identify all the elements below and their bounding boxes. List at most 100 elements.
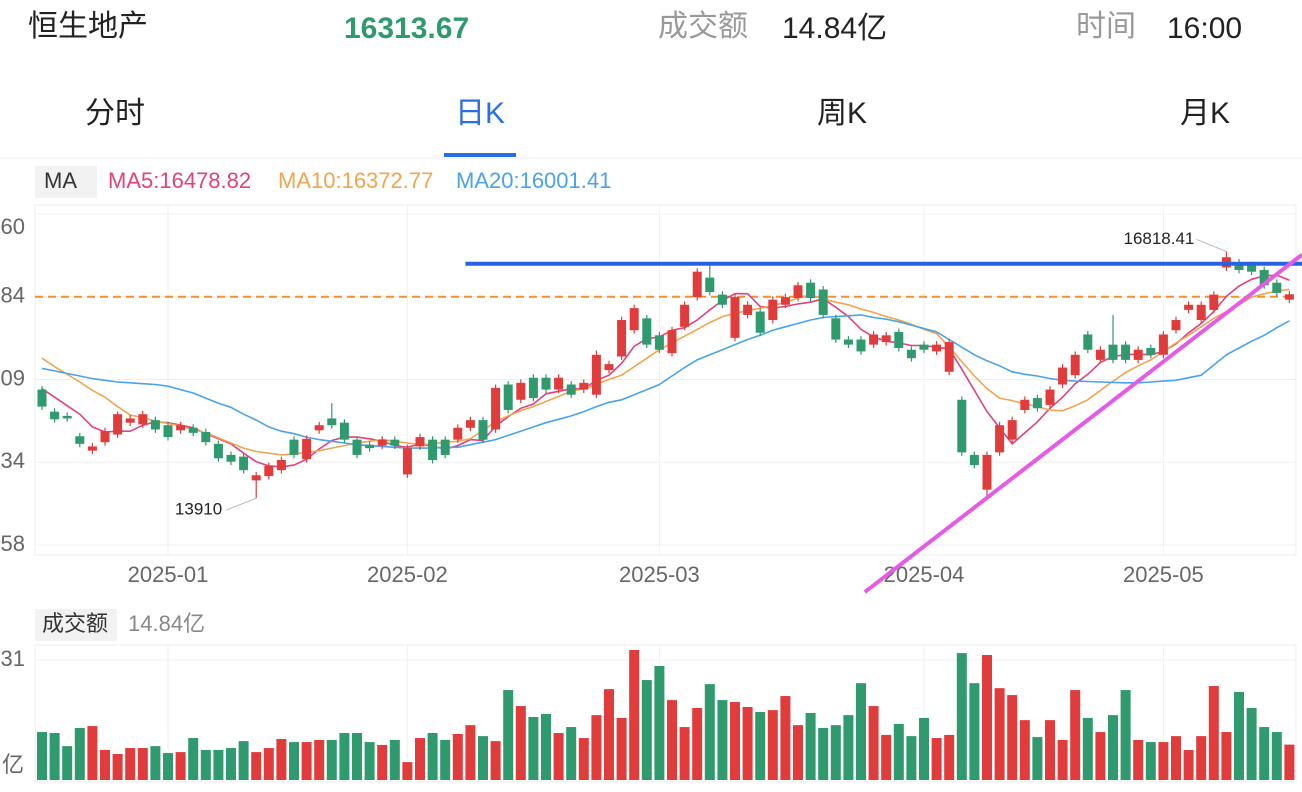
volume-bar [893, 723, 904, 780]
max-label: 16818.41 [1123, 229, 1194, 248]
candle-body [201, 432, 211, 443]
candle-body [957, 399, 967, 453]
candle-body [1083, 334, 1093, 350]
volume-subtitle: 14.84亿 [128, 611, 205, 636]
candle-body [125, 418, 135, 423]
candle-body [730, 297, 740, 338]
volume-bar [944, 734, 955, 780]
candle-body [617, 320, 627, 357]
volume-bar [553, 733, 564, 780]
legend-title: MA [44, 168, 77, 193]
candle-body [894, 331, 904, 349]
volume-bar [767, 710, 778, 780]
volume-bar [730, 702, 740, 780]
candle-body [213, 443, 223, 459]
candle-body [554, 377, 564, 390]
tab[interactable]: 分时 [85, 97, 145, 130]
volume-bar [1133, 739, 1144, 780]
volume-bar [1057, 739, 1068, 780]
volume-frame [34, 644, 1297, 783]
volume-bar [314, 739, 325, 780]
y-tick-label: 13358 [0, 531, 25, 556]
candle-body [1247, 264, 1257, 272]
candle-body [239, 456, 249, 471]
y-tick-label: 16284 [0, 283, 25, 308]
candle-body [680, 304, 690, 327]
volume-bar [692, 707, 703, 780]
tab-underline [444, 153, 516, 157]
candle-body [906, 349, 916, 359]
tab[interactable]: 周K [817, 97, 867, 130]
volume-bar [667, 700, 677, 780]
candle-body [365, 444, 375, 449]
volume-bar [1183, 749, 1194, 780]
x-tick-label: 2025-05 [1123, 562, 1204, 587]
volume-bar [326, 739, 337, 780]
volume-bar [528, 717, 539, 780]
volume-bar [74, 728, 85, 780]
candle-body [1209, 294, 1219, 310]
volume-bar [868, 706, 879, 780]
volume-bar [679, 727, 690, 780]
tab[interactable]: 日K [455, 97, 505, 130]
candle-body [87, 446, 97, 451]
candle-body [919, 344, 929, 350]
candle-body [1007, 420, 1017, 440]
candle-body [289, 439, 299, 455]
volume-bar [163, 753, 173, 780]
candle-body [1058, 367, 1068, 385]
candle-body [717, 294, 727, 305]
candle-body [302, 438, 312, 460]
candle-body [969, 454, 979, 466]
candle-body [276, 460, 286, 471]
volume-bar [1108, 715, 1118, 780]
volume-bar [1007, 695, 1018, 780]
volume-bar [213, 749, 224, 780]
candle-body [743, 304, 753, 315]
tab[interactable]: 月K [1180, 97, 1230, 130]
x-tick-label: 2025-04 [884, 562, 965, 587]
volume-bar [956, 653, 967, 780]
volume-bar [906, 736, 917, 780]
candle-body [768, 299, 778, 321]
volume-bar [1196, 736, 1207, 780]
candle-body [755, 311, 765, 333]
volume-bar [377, 744, 388, 780]
turnover-label: 成交额 [658, 10, 748, 43]
volume-bar [389, 739, 400, 780]
volume-bar [364, 742, 375, 780]
turnover: 14.84亿 [782, 12, 887, 45]
volume-bar [969, 683, 980, 780]
candle-body [37, 389, 47, 407]
volume-bar [982, 655, 992, 780]
candle-body [453, 427, 463, 440]
candle-body [188, 427, 198, 433]
time-label: 时间 [1076, 10, 1136, 43]
ma-line [41, 314, 1290, 449]
candle-body [1121, 344, 1131, 360]
volume-bar [402, 762, 413, 780]
price: 16313.67 [344, 12, 469, 45]
volume-bar [175, 752, 186, 780]
y-tick-label: 50.31 [0, 646, 25, 671]
candle-body [579, 382, 589, 390]
volume-bar [805, 712, 816, 780]
volume-bar [137, 748, 148, 780]
candle-body [176, 425, 186, 431]
candle-body [1234, 262, 1244, 270]
candle-body [1196, 304, 1206, 321]
volume-bar [352, 733, 362, 780]
leader-line [1196, 238, 1227, 252]
volume-bar [578, 738, 589, 780]
candle-body [604, 364, 614, 371]
volume-bar [339, 733, 350, 780]
volume-bar [1045, 720, 1055, 780]
volume-bar [629, 650, 640, 780]
candle-body [1032, 398, 1042, 409]
volume-bar [566, 727, 577, 780]
candle-body [1158, 334, 1168, 355]
volume-bar [591, 715, 602, 780]
volume-bar [465, 725, 476, 780]
volume-bar [226, 748, 236, 780]
volume-bar [100, 749, 110, 780]
